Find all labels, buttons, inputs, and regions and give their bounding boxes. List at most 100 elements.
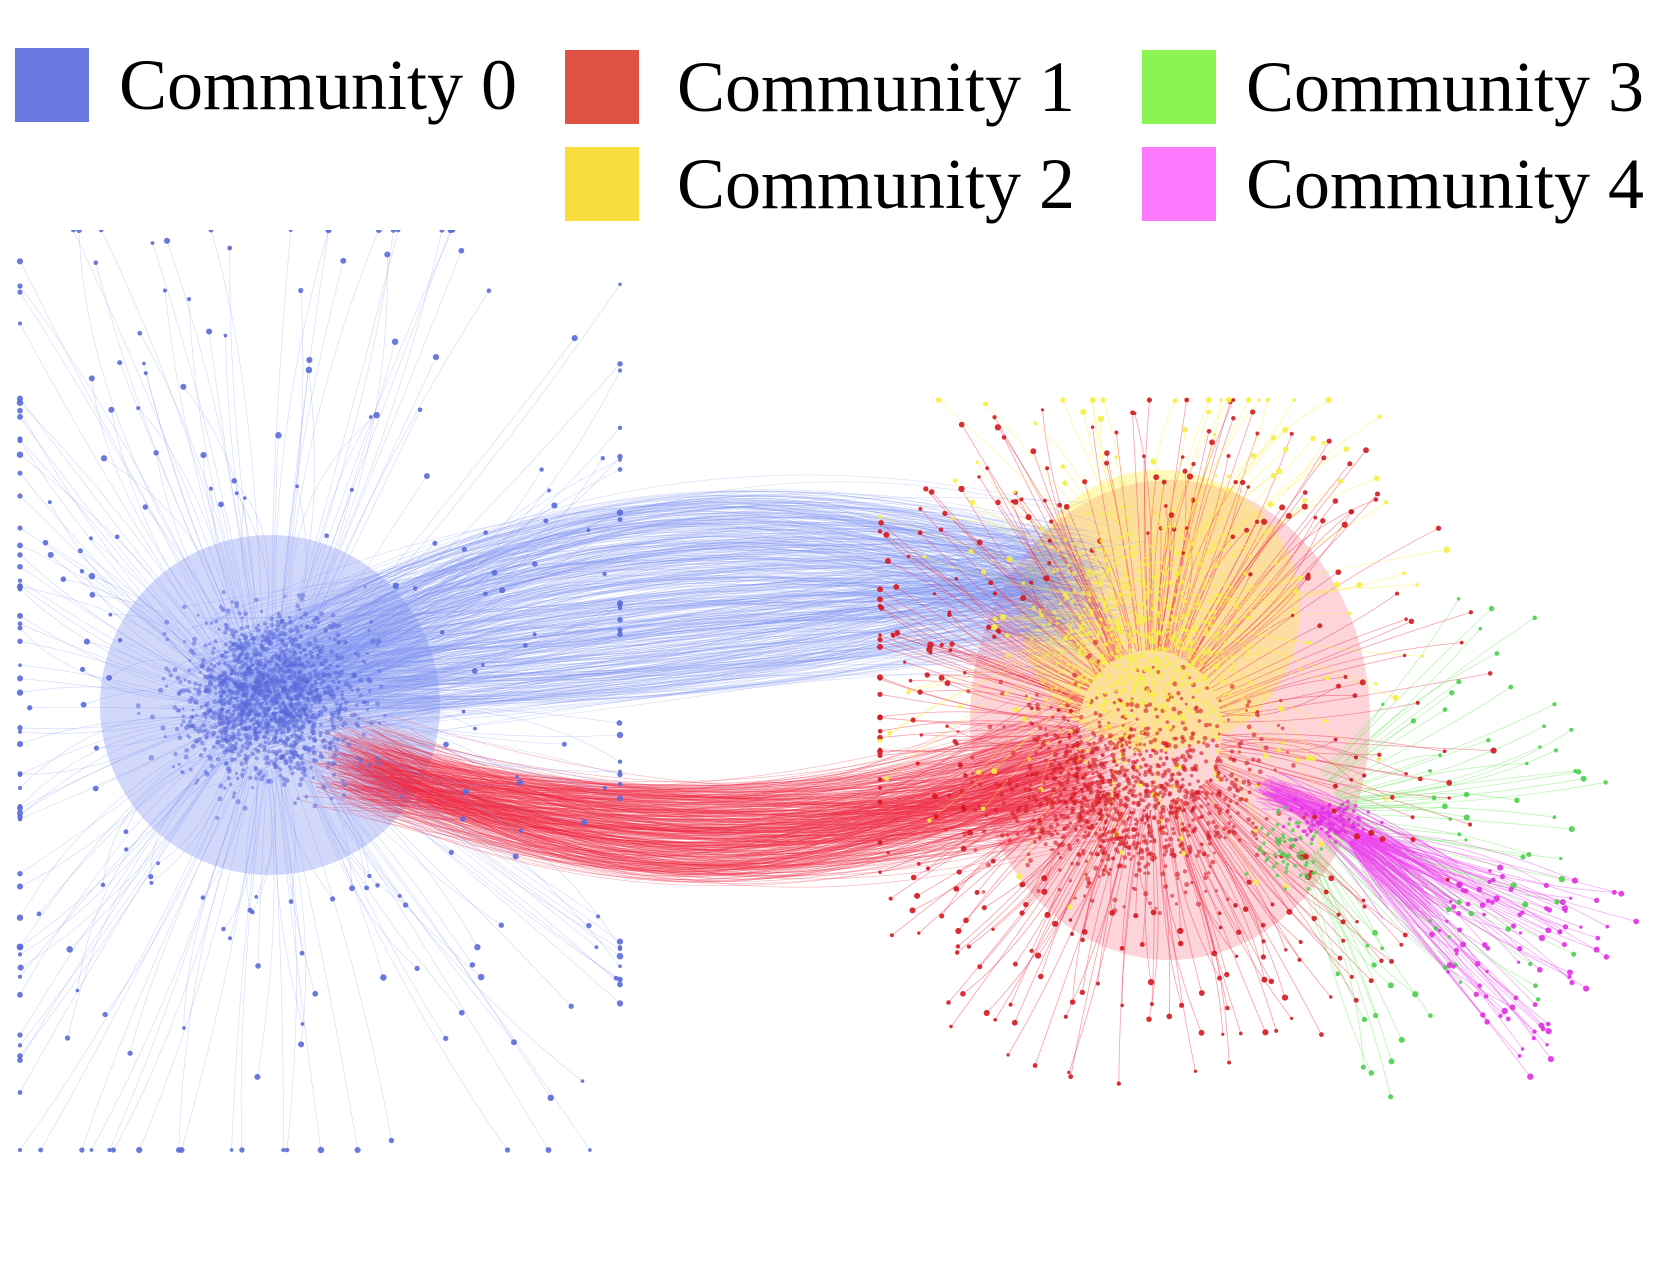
edge-community-1 <box>332 722 1069 848</box>
node-community-1 <box>1030 707 1034 711</box>
edge-community-0 <box>219 580 1066 722</box>
node-community-0 <box>157 687 164 693</box>
node-community-1 <box>1131 800 1136 806</box>
node-community-0 <box>303 703 307 707</box>
node-community-1 <box>1049 519 1054 524</box>
edge-community-1 <box>346 729 1073 856</box>
node-community-4 <box>1448 899 1453 904</box>
node-community-1 <box>1126 844 1132 850</box>
node-community-1 <box>1245 703 1250 708</box>
edge-community-1 <box>398 763 1066 838</box>
node-community-1 <box>1043 842 1048 847</box>
node-community-1 <box>1302 815 1307 820</box>
node-community-1 <box>1120 1003 1124 1008</box>
edge-community-1 <box>385 750 1041 814</box>
node-community-0 <box>326 765 330 770</box>
node-community-0 <box>136 1146 143 1154</box>
node-community-1 <box>1058 855 1063 860</box>
edge-community-0 <box>302 760 418 969</box>
node-community-2 <box>1295 757 1301 763</box>
edge-community-1 <box>376 756 1088 844</box>
network-graph <box>16 230 1640 1154</box>
node-community-0 <box>275 622 281 628</box>
edge-community-1 <box>349 767 1099 845</box>
node-community-1 <box>1155 731 1160 736</box>
edge-community-1 <box>997 629 1090 687</box>
node-community-0 <box>600 455 606 461</box>
node-community-4 <box>1459 941 1467 948</box>
node-community-0 <box>224 623 229 629</box>
node-community-0 <box>100 455 108 462</box>
node-community-1 <box>1311 915 1318 922</box>
node-community-1 <box>1237 750 1241 754</box>
node-community-1 <box>1056 831 1060 836</box>
node-community-0 <box>243 611 248 617</box>
edge-community-0 <box>328 619 621 698</box>
edge-community-0 <box>247 616 1061 658</box>
node-community-1 <box>1242 906 1249 912</box>
node-community-0 <box>17 725 23 731</box>
edge-community-0 <box>102 750 226 885</box>
node-community-0 <box>417 407 423 413</box>
edge-community-1 <box>380 750 1059 834</box>
node-community-1 <box>1132 840 1136 844</box>
node-community-2 <box>1114 455 1118 459</box>
node-community-0 <box>227 245 233 251</box>
node-community-2 <box>1310 755 1317 762</box>
node-community-4 <box>1569 896 1573 900</box>
node-community-1 <box>960 845 967 852</box>
node-community-0 <box>321 645 325 649</box>
node-community-1 <box>1202 852 1207 857</box>
edge-community-1 <box>1206 779 1364 901</box>
node-community-1 <box>1144 749 1149 753</box>
node-community-0 <box>202 747 207 752</box>
edge-community-0 <box>19 752 228 1093</box>
edge-community-1 <box>385 752 1029 821</box>
edge-community-1 <box>934 753 1082 797</box>
node-community-1 <box>1045 466 1050 471</box>
node-community-1 <box>1062 787 1067 792</box>
node-community-0 <box>310 663 316 668</box>
edge-community-1 <box>383 744 1131 826</box>
edge-community-0 <box>214 525 1097 684</box>
node-community-0 <box>228 678 232 682</box>
edge-community-1 <box>879 605 1084 700</box>
node-community-1 <box>1260 954 1267 960</box>
node-community-0 <box>254 756 259 761</box>
node-community-2 <box>980 569 987 575</box>
node-community-3 <box>1360 1064 1366 1070</box>
node-community-3 <box>1488 605 1495 612</box>
node-community-1 <box>1150 784 1154 788</box>
edge-community-0 <box>19 743 221 948</box>
node-community-3 <box>1526 851 1532 857</box>
edge-community-1 <box>391 722 1090 857</box>
edge-community-1 <box>331 770 1075 817</box>
node-community-2 <box>1263 753 1269 759</box>
node-community-2 <box>1376 757 1381 762</box>
node-community-1 <box>1072 672 1078 678</box>
node-community-1 <box>1410 815 1415 820</box>
edge-community-0 <box>237 554 1062 722</box>
node-community-0 <box>357 717 361 721</box>
node-community-0 <box>76 230 82 233</box>
edge-community-1 <box>382 721 1102 833</box>
edge-community-1 <box>335 734 1037 865</box>
node-community-0 <box>596 914 601 919</box>
node-community-0 <box>439 230 445 233</box>
edge-community-1 <box>382 782 1075 877</box>
edge-community-0 <box>245 652 1096 720</box>
edge-community-0 <box>286 543 1090 714</box>
node-community-1 <box>1171 798 1176 802</box>
node-community-0 <box>358 677 364 683</box>
node-community-1 <box>1012 961 1018 967</box>
edge-community-0 <box>258 555 1076 706</box>
node-community-2 <box>1420 654 1425 658</box>
node-community-4 <box>1517 1054 1522 1058</box>
node-community-1 <box>1047 538 1052 543</box>
node-community-0 <box>223 642 228 647</box>
edge-community-1 <box>363 723 1072 826</box>
edge-community-1 <box>321 714 1022 853</box>
node-community-4 <box>1567 969 1573 976</box>
edge-community-0 <box>243 533 1051 700</box>
edge-community-0 <box>272 581 1089 694</box>
